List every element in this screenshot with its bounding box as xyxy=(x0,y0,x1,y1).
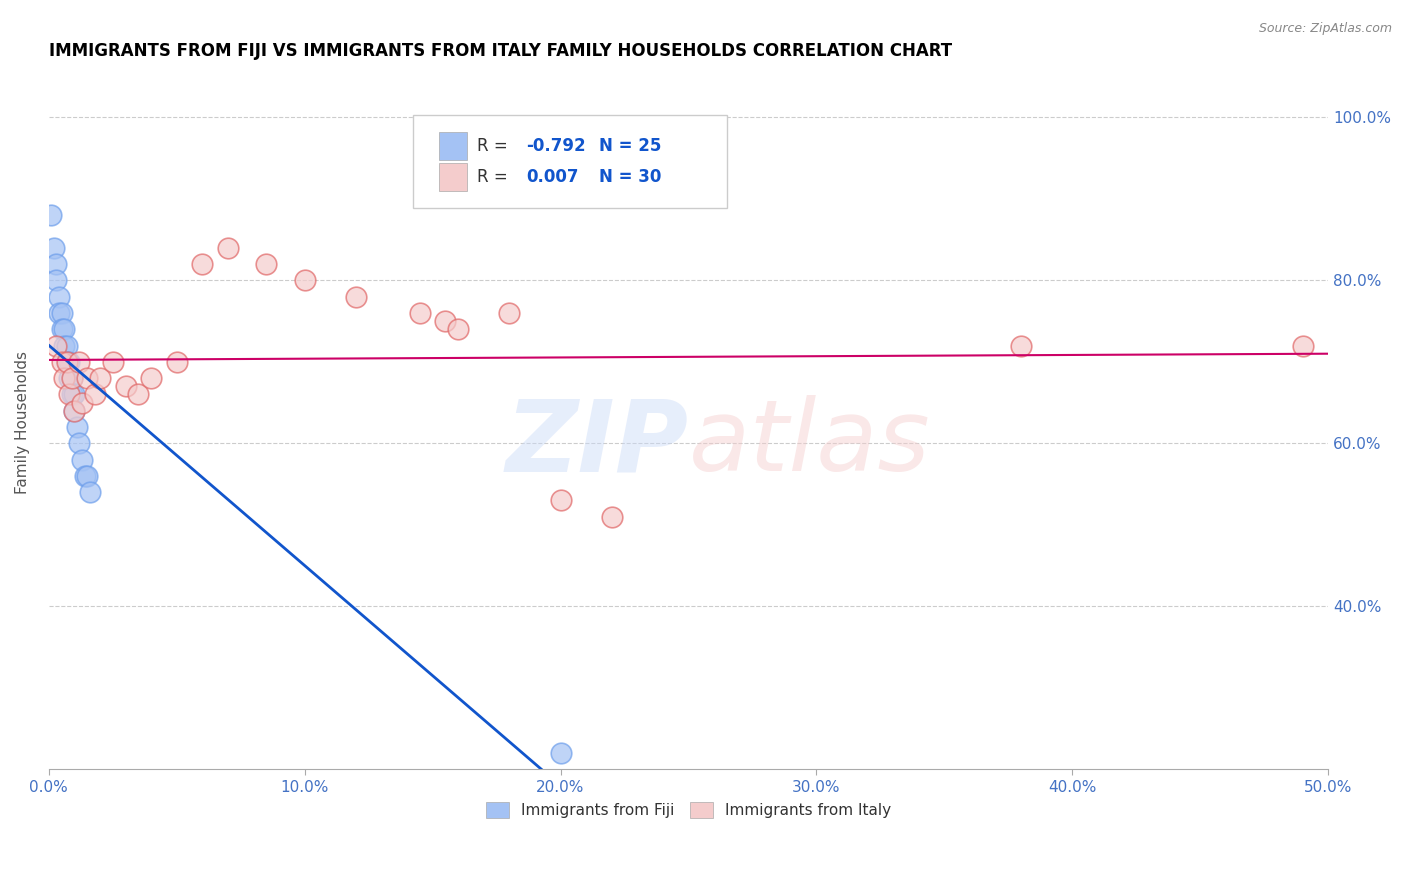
Text: N = 25: N = 25 xyxy=(599,136,661,155)
Point xyxy=(79,485,101,500)
Point xyxy=(58,355,80,369)
Point xyxy=(76,371,98,385)
Point xyxy=(48,306,70,320)
Text: 0.007: 0.007 xyxy=(526,168,578,186)
Point xyxy=(58,371,80,385)
Point xyxy=(191,257,214,271)
Point xyxy=(55,355,77,369)
Text: -0.792: -0.792 xyxy=(526,136,585,155)
Point xyxy=(254,257,277,271)
Point xyxy=(166,355,188,369)
Point xyxy=(89,371,111,385)
Point xyxy=(63,403,86,417)
Point xyxy=(83,387,105,401)
Y-axis label: Family Households: Family Households xyxy=(15,351,30,494)
Point xyxy=(60,371,83,385)
Point xyxy=(114,379,136,393)
FancyBboxPatch shape xyxy=(413,115,727,208)
Bar xyxy=(439,132,467,160)
Point xyxy=(434,314,457,328)
Point xyxy=(76,469,98,483)
Point xyxy=(42,241,65,255)
Point xyxy=(39,208,62,222)
Point xyxy=(53,338,76,352)
Point xyxy=(73,469,96,483)
Point xyxy=(55,338,77,352)
Point xyxy=(101,355,124,369)
Point xyxy=(45,257,67,271)
Point xyxy=(63,387,86,401)
Text: IMMIGRANTS FROM FIJI VS IMMIGRANTS FROM ITALY FAMILY HOUSEHOLDS CORRELATION CHAR: IMMIGRANTS FROM FIJI VS IMMIGRANTS FROM … xyxy=(49,42,952,60)
Point xyxy=(600,509,623,524)
Text: N = 30: N = 30 xyxy=(599,168,661,186)
Point xyxy=(55,355,77,369)
Point xyxy=(344,290,367,304)
Point xyxy=(498,306,520,320)
Legend: Immigrants from Fiji, Immigrants from Italy: Immigrants from Fiji, Immigrants from It… xyxy=(479,796,897,824)
Bar xyxy=(439,163,467,191)
Point xyxy=(217,241,239,255)
Text: R =: R = xyxy=(478,168,513,186)
Point xyxy=(1010,338,1032,352)
Point xyxy=(1291,338,1313,352)
Point xyxy=(69,355,91,369)
Point xyxy=(51,355,73,369)
Point xyxy=(63,403,86,417)
Point xyxy=(66,420,89,434)
Text: R =: R = xyxy=(478,136,513,155)
Text: atlas: atlas xyxy=(689,395,931,492)
Point xyxy=(45,273,67,287)
Point xyxy=(53,371,76,385)
Point xyxy=(550,493,572,508)
Point xyxy=(45,338,67,352)
Point xyxy=(51,322,73,336)
Text: ZIP: ZIP xyxy=(505,395,689,492)
Point xyxy=(139,371,162,385)
Point xyxy=(447,322,470,336)
Point xyxy=(409,306,432,320)
Point xyxy=(294,273,316,287)
Point xyxy=(127,387,149,401)
Point xyxy=(53,322,76,336)
Point xyxy=(70,395,93,409)
Point xyxy=(69,436,91,450)
Point xyxy=(51,306,73,320)
Point xyxy=(60,371,83,385)
Point xyxy=(550,746,572,760)
Point xyxy=(60,387,83,401)
Point xyxy=(48,290,70,304)
Text: Source: ZipAtlas.com: Source: ZipAtlas.com xyxy=(1258,22,1392,36)
Point xyxy=(70,452,93,467)
Point xyxy=(58,387,80,401)
